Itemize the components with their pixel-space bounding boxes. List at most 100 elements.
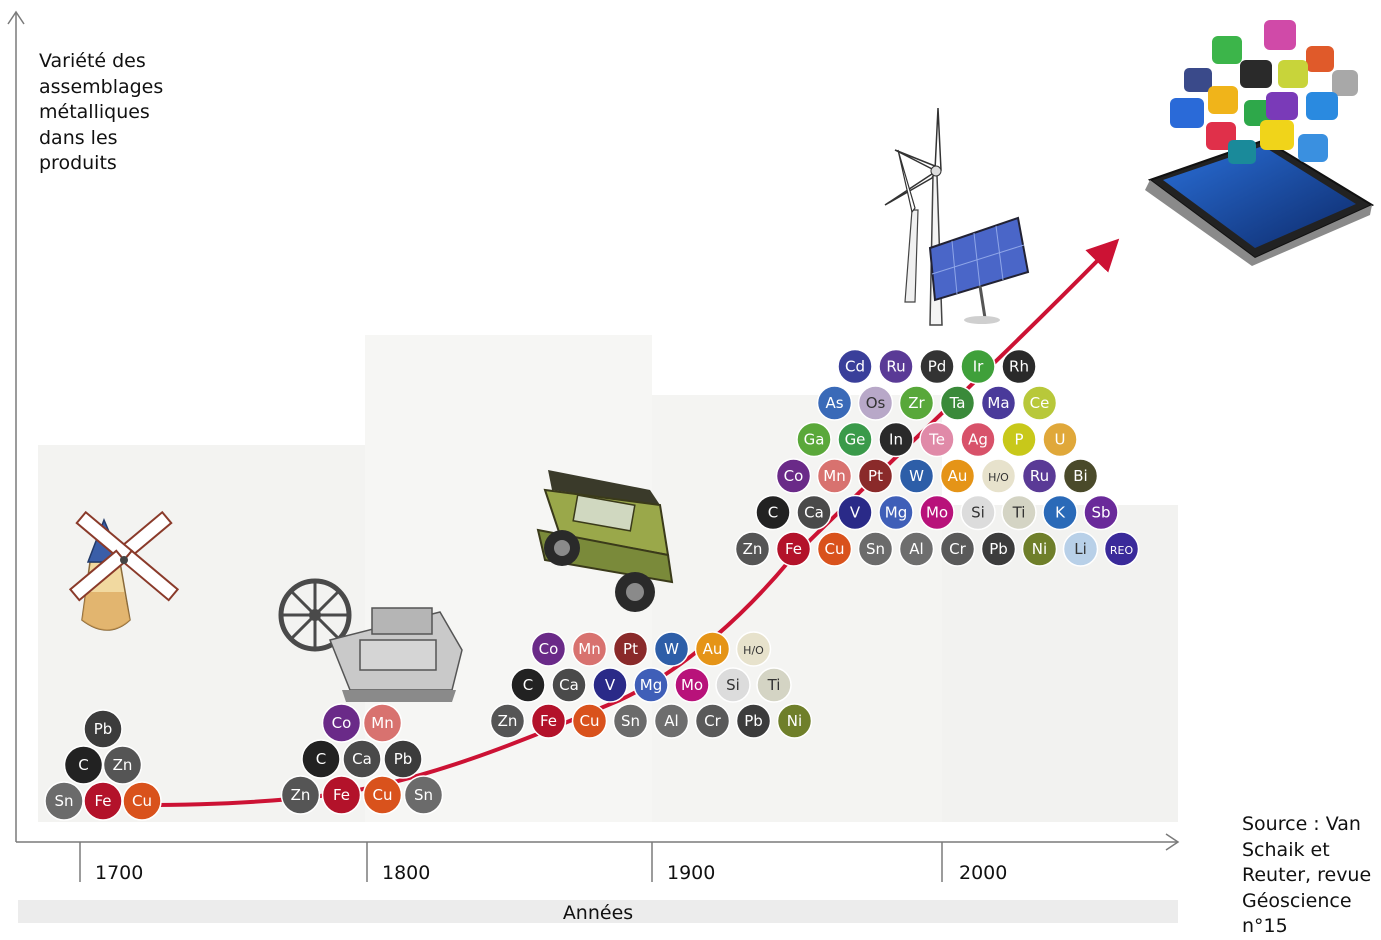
element-circle	[960, 494, 996, 531]
element-symbol: Pb	[94, 720, 113, 738]
element-circle	[1042, 421, 1078, 458]
windmill-icon	[68, 510, 180, 631]
element-bubble: Al	[653, 703, 690, 739]
element-bubble: W	[898, 458, 935, 494]
element-circle	[1062, 458, 1099, 494]
x-axis-label: Années	[562, 902, 634, 924]
element-bubble: Ge	[837, 421, 873, 458]
element-symbol: Zn	[743, 540, 763, 558]
element-circle	[980, 385, 1017, 421]
element-circle	[530, 703, 567, 739]
element-symbol: Ir	[973, 358, 984, 376]
element-bubble: Sn	[403, 775, 444, 815]
element-bubble: Pb	[980, 531, 1017, 567]
element-symbol: Te	[928, 431, 945, 449]
element-bubble: Li	[1062, 531, 1099, 567]
element-circle	[878, 494, 914, 531]
element-symbol: Sb	[1091, 504, 1110, 522]
element-circle	[775, 458, 812, 494]
element-circle	[612, 631, 649, 667]
element-circle	[403, 775, 444, 815]
element-circle	[612, 703, 649, 739]
element-symbol: P	[1014, 431, 1023, 449]
era-shade-1800	[365, 335, 652, 822]
element-symbol: H/O	[743, 644, 764, 657]
element-symbol: Pb	[394, 750, 413, 768]
element-symbol: Bi	[1073, 467, 1087, 485]
element-circle	[837, 494, 873, 531]
element-circle	[796, 494, 832, 531]
element-symbol: Ti	[767, 676, 781, 694]
element-circle	[898, 531, 935, 567]
element-circle	[878, 421, 914, 458]
element-bubble: Co	[530, 631, 567, 667]
source-note: Source : Van Schaik et Reuter, revue Géo…	[1242, 813, 1372, 937]
element-symbol: Rh	[1009, 358, 1029, 376]
element-symbol: Ca	[804, 504, 824, 522]
element-bubble: Ca	[342, 739, 382, 779]
element-symbol: Sn	[866, 540, 885, 558]
element-bubble: Ca	[796, 494, 832, 531]
element-bubble: Ni	[1021, 531, 1058, 567]
element-bubble: H/O	[735, 631, 772, 667]
element-circle	[919, 348, 955, 385]
element-bubble: Pt	[612, 631, 649, 667]
element-bubble: Fe	[775, 531, 812, 567]
element-circle	[1001, 421, 1037, 458]
element-bubble: Pb	[735, 703, 772, 739]
element-symbol: Cu	[580, 712, 600, 730]
element-bubble: Al	[898, 531, 935, 567]
element-symbol: Sn	[621, 712, 640, 730]
element-bubble: Ti	[756, 667, 792, 703]
element-bubble: Os	[857, 385, 894, 421]
element-symbol: Si	[726, 676, 740, 694]
element-circle	[321, 703, 362, 743]
element-symbol: Zr	[908, 394, 925, 412]
element-bubble: Cr	[939, 531, 976, 567]
element-circle	[755, 494, 791, 531]
element-symbol: W	[664, 640, 679, 658]
element-symbol: Co	[332, 714, 352, 732]
element-symbol: Pb	[744, 712, 763, 730]
element-bubble: Mo	[674, 667, 710, 703]
element-symbol: C	[78, 756, 88, 774]
element-circle	[857, 385, 894, 421]
element-symbol: Ca	[559, 676, 579, 694]
tick-label-1800: 1800	[382, 862, 431, 884]
element-circle	[816, 385, 853, 421]
tick-label-1900: 1900	[667, 862, 716, 884]
element-bubble: W	[653, 631, 690, 667]
element-bubble: Ru	[878, 348, 914, 385]
element-circle	[756, 667, 792, 703]
element-bubble: Co	[775, 458, 812, 494]
element-circle	[489, 703, 526, 739]
element-bubble: P	[1001, 421, 1037, 458]
element-circle	[1001, 494, 1037, 531]
element-circle	[857, 458, 894, 494]
element-symbol: C	[316, 750, 326, 768]
element-circle	[939, 458, 976, 494]
element-symbol: Ta	[949, 394, 966, 412]
element-circle	[362, 775, 403, 815]
element-bubble: Fe	[321, 775, 362, 815]
element-bubble: H/O	[980, 458, 1017, 494]
element-circle	[694, 703, 731, 739]
element-bubble: Rh	[1001, 348, 1037, 385]
element-symbol: Pt	[623, 640, 638, 658]
element-circle	[530, 631, 567, 667]
element-symbol: Al	[664, 712, 678, 730]
element-bubble: REO	[1103, 531, 1140, 567]
element-symbol: Pb	[989, 540, 1008, 558]
element-circle	[735, 703, 772, 739]
element-bubble: Ga	[796, 421, 832, 458]
element-symbol: Fe	[333, 786, 350, 804]
element-circle	[653, 631, 690, 667]
tick-label-1700: 1700	[95, 862, 144, 884]
element-symbol: Fe	[785, 540, 802, 558]
element-stack-windmill: Pb C Zn Sn Fe Cu	[44, 709, 162, 821]
element-bubble: Ag	[960, 421, 996, 458]
element-symbol: Si	[971, 504, 985, 522]
element-circle	[44, 781, 84, 821]
element-symbol: U	[1055, 431, 1066, 449]
element-symbol: Cu	[373, 786, 393, 804]
